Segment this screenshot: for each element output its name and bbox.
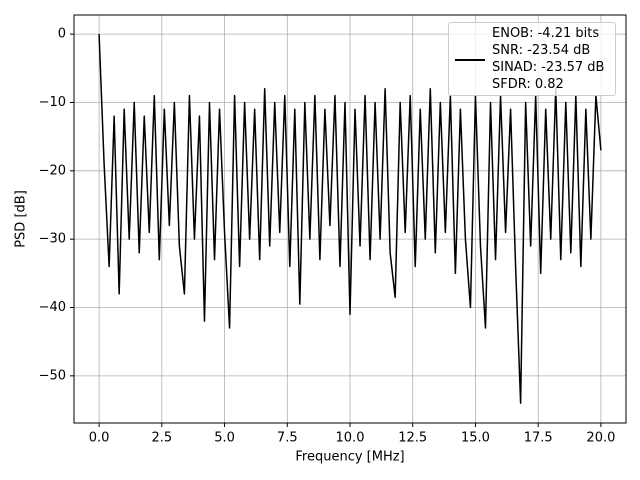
y-tick-label: −50 (39, 368, 66, 383)
x-tick-label: 5.0 (214, 431, 235, 446)
y-tick-label: −40 (39, 300, 66, 315)
x-tick-label: 7.5 (277, 431, 298, 446)
x-tick-label: 15.0 (461, 431, 490, 446)
x-tick-label: 20.0 (586, 431, 615, 446)
legend: ENOB: -4.21 bits SNR: -23.54 dB SINAD: -… (448, 22, 616, 96)
ticks: 0.0 2.5 5.0 7.5 10.0 12.5 15.0 17.5 20.0 0 −10 −20 −… (39, 27, 616, 446)
x-tick-label: 2.5 (151, 431, 172, 446)
x-axis-label: Frequency [MHz] (295, 450, 404, 465)
psd-line (98, 34, 602, 404)
plot (98, 34, 602, 404)
y-tick-label: −10 (39, 95, 66, 110)
legend-swatch (455, 59, 485, 61)
x-tick-label: 17.5 (524, 431, 553, 446)
y-axis-label: PSD [dB] (14, 190, 29, 248)
legend-label: ENOB: -4.21 bits SNR: -23.54 dB SINAD: -… (492, 26, 605, 92)
y-tick-label: 0 (58, 27, 66, 42)
y-tick-label: −30 (39, 232, 66, 247)
x-tick-label: 12.5 (398, 431, 427, 446)
x-tick-label: 0.0 (89, 431, 110, 446)
y-tick-label: −20 (39, 163, 66, 178)
x-tick-label: 10.0 (336, 431, 365, 446)
